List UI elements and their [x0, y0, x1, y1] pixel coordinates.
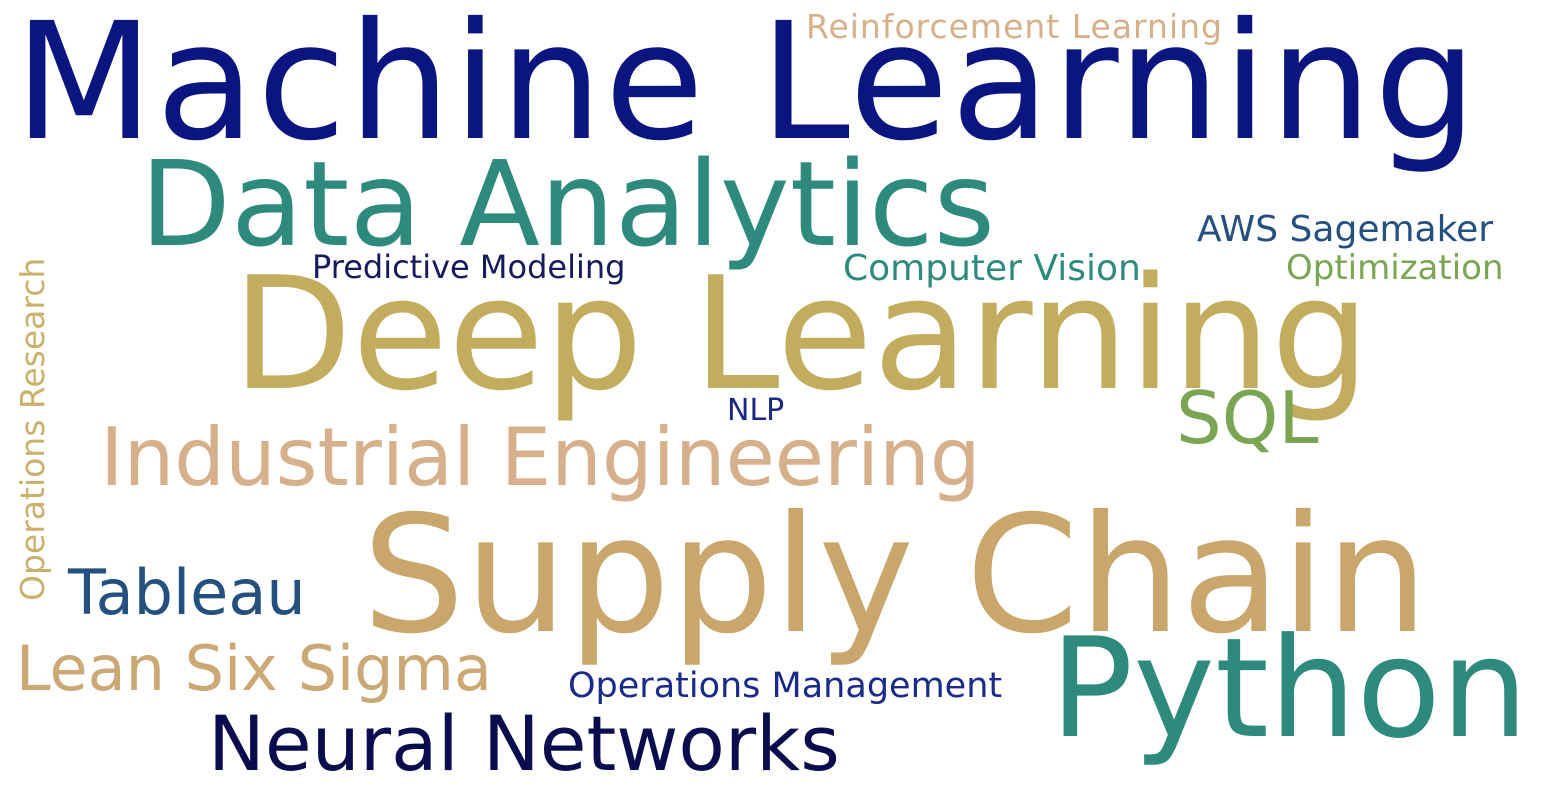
word-industrial-engineering: Industrial Engineering: [100, 411, 981, 504]
word-deep-learning: Deep Learning: [232, 243, 1370, 425]
word-lean-six-sigma: Lean Six Sigma: [16, 632, 492, 705]
word-data-analytics: Data Analytics: [140, 135, 996, 273]
word-supply-chain: Supply Chain: [362, 482, 1429, 670]
word-python: Python: [1050, 608, 1529, 769]
word-machine-learning: Machine Learning: [14, 0, 1479, 177]
word-predictive-modeling: Predictive Modeling: [312, 248, 626, 286]
word-aws-sagemaker: AWS Sagemaker: [1197, 209, 1494, 250]
word-nlp: NLP: [727, 393, 785, 428]
word-operations-research: Operations Research: [13, 257, 52, 601]
word-neural-networks: Neural Networks: [208, 699, 840, 788]
word-tableau: Tableau: [68, 556, 306, 629]
word-reinforcement-learning: Reinforcement Learning: [806, 7, 1223, 46]
word-sql: SQL: [1176, 376, 1319, 460]
word-operations-management: Operations Management: [568, 666, 1003, 706]
word-computer-vision: Computer Vision: [843, 248, 1141, 289]
word-optimization: Optimization: [1286, 248, 1504, 288]
